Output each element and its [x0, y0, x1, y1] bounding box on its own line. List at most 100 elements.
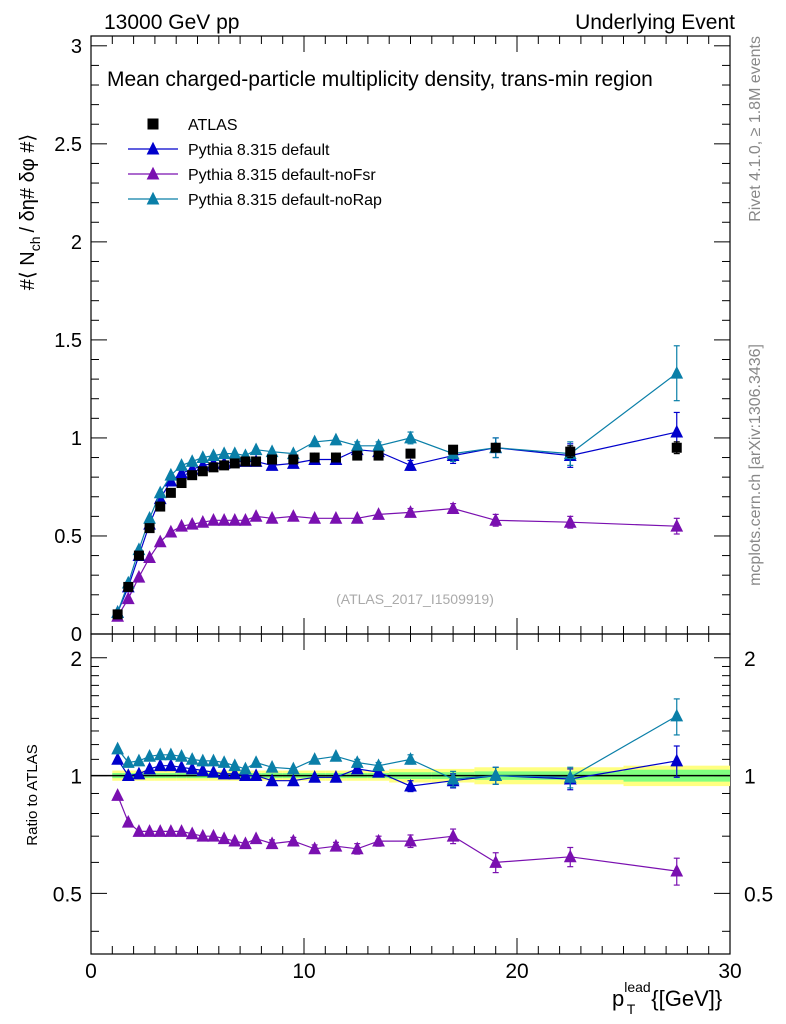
data-point	[372, 764, 385, 778]
data-point	[265, 511, 279, 524]
data-point	[286, 833, 300, 847]
ratio-y-tick-labels: 0.5 0.5 1 1 2 2	[53, 648, 773, 907]
data-point	[164, 467, 178, 481]
data-point	[176, 478, 187, 489]
data-point	[446, 828, 460, 842]
series-atlas	[112, 441, 682, 620]
data-point	[185, 516, 199, 530]
data-point	[489, 768, 503, 782]
data-point	[352, 450, 363, 461]
ratio-series	[111, 698, 684, 886]
data-point	[404, 833, 417, 847]
data-point	[309, 452, 320, 463]
legend-label: Pythia 8.315 default-noRap	[188, 192, 382, 209]
data-point	[228, 513, 242, 526]
data-point	[164, 824, 178, 837]
data-point	[670, 518, 684, 532]
data-point	[146, 141, 160, 155]
data-point	[288, 454, 299, 465]
main-ylabel: #⟨ Nch / δη# δφ #⟩	[17, 134, 43, 290]
data-point	[249, 768, 263, 782]
main-title: Mean charged-particle multiplicity densi…	[107, 68, 653, 91]
data-point	[240, 456, 251, 467]
ratio-ticks	[90, 634, 731, 954]
data-point	[446, 501, 460, 514]
data-point	[185, 826, 199, 840]
data-point	[490, 442, 501, 453]
data-point	[196, 763, 210, 776]
data-point	[153, 747, 167, 761]
main-ytick-label: 1.5	[54, 330, 82, 352]
data-point	[143, 824, 156, 837]
data-point	[217, 446, 231, 460]
data-point	[196, 514, 210, 528]
data-point	[219, 460, 230, 471]
data-point	[372, 507, 385, 520]
data-point	[329, 432, 343, 446]
data-point	[165, 487, 176, 498]
data-point	[372, 758, 385, 772]
data-point	[175, 518, 188, 532]
main-panel: 0 0.5 1 1.5 2 2.5 3 Mean charged-particle mult…	[54, 35, 731, 646]
mcplots-label: mcplots.cern.ch [arXiv:1306.3436]	[747, 344, 764, 586]
xlabel-post: {[GeV]}	[651, 986, 722, 1011]
data-point	[111, 741, 125, 755]
data-point	[207, 753, 220, 767]
legend-item: ATLAS	[147, 117, 238, 134]
data-point	[121, 591, 135, 605]
watermark: (ATLAS_2017_I1509919)	[336, 591, 494, 607]
ratio-ylabel: Ratio to ATLAS	[24, 744, 41, 845]
data-point	[132, 753, 146, 767]
main-y-tick-labels: 0 0.5 1 1.5 2 2.5 3	[54, 36, 82, 646]
data-point	[228, 766, 242, 780]
data-point	[308, 752, 322, 765]
data-point	[239, 836, 252, 850]
main-ytick-label: 1	[71, 428, 82, 450]
xtick-label: 20	[505, 960, 528, 983]
data-point	[265, 760, 279, 773]
main-frame	[90, 35, 731, 635]
data-point	[164, 758, 178, 772]
data-point	[175, 824, 188, 837]
data-point	[144, 523, 155, 534]
data-point	[373, 450, 384, 461]
main-series	[111, 345, 684, 622]
data-point	[207, 828, 220, 842]
data-point	[175, 749, 188, 762]
xlabel: plead T {[GeV]}	[612, 979, 722, 1017]
xtick-label: 0	[85, 960, 97, 983]
data-point	[265, 773, 279, 787]
data-point	[121, 755, 135, 768]
data-point	[239, 761, 252, 775]
main-ytick-label: 3	[71, 36, 82, 58]
data-point	[185, 761, 199, 775]
ratio-ytick-label-right: 2	[744, 648, 756, 671]
data-point	[208, 462, 219, 473]
data-point	[207, 448, 220, 462]
data-point	[217, 513, 231, 526]
series-pythia-8-315-default-nofsr	[111, 501, 684, 622]
data-point	[671, 442, 682, 453]
main-ytick-label: 0	[71, 624, 82, 646]
data-point	[217, 755, 231, 768]
data-point	[265, 444, 279, 458]
main-ticks	[90, 36, 731, 635]
data-point	[228, 758, 242, 772]
data-point	[153, 534, 167, 548]
header-left: 13000 GeV pp	[104, 11, 239, 34]
data-point	[565, 446, 576, 457]
data-point	[146, 166, 160, 180]
main-ytick-label: 0.5	[54, 526, 82, 548]
data-point	[111, 788, 125, 801]
ratio-ytick-label-right: 0.5	[744, 883, 773, 906]
data-point	[670, 863, 684, 877]
data-point	[132, 569, 146, 583]
data-point	[228, 446, 242, 460]
data-point	[329, 838, 343, 852]
data-point	[207, 513, 220, 526]
legend-label: Pythia 8.315 default	[188, 142, 330, 159]
data-point	[164, 747, 178, 761]
data-point	[563, 514, 577, 528]
data-point	[197, 466, 208, 477]
